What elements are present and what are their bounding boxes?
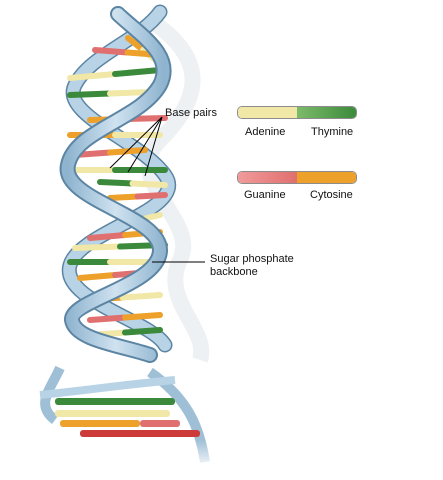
base-pair-rung-half [92,47,131,56]
base-pair-rung-half [87,232,128,241]
base-pair-rung-half [87,314,128,323]
base-pair-rung-half [107,193,141,201]
helix-shadow [140,13,210,363]
base-pair-rung-half [107,89,153,97]
base-pair-rung-half [97,179,136,187]
base-pair-rung-half [129,180,168,188]
base-pair-rung-half [122,312,163,321]
cytosine-label: Cytosine [310,189,353,201]
base-pair-rung-half [77,272,118,281]
base-pair-rung-half [72,243,123,251]
adenine-label: Adenine [245,126,286,138]
guanine-label: Guanine [244,189,286,201]
base-pair-rung-half [122,327,163,336]
guanine-cytosine-bar [237,171,357,184]
base-pairs-label: Base pairs [165,107,217,119]
base-pair-rung-half [134,192,168,200]
base-pair-rung-half [119,292,163,301]
base-pair-rung-half [67,90,113,98]
base-pair-rung-half [125,35,146,53]
base-pair-rung-half [112,67,163,77]
adenine-thymine-bar [237,106,357,119]
pointer-lines [109,116,205,263]
helix-fragment-bottom [30,365,220,465]
thymine-label: Thymine [311,126,354,138]
base-pair-rung-half [142,212,163,222]
sugar-phosphate-backbone-label: Sugar phosphate backbone [210,253,294,278]
base-pair-rung-half [67,71,118,81]
